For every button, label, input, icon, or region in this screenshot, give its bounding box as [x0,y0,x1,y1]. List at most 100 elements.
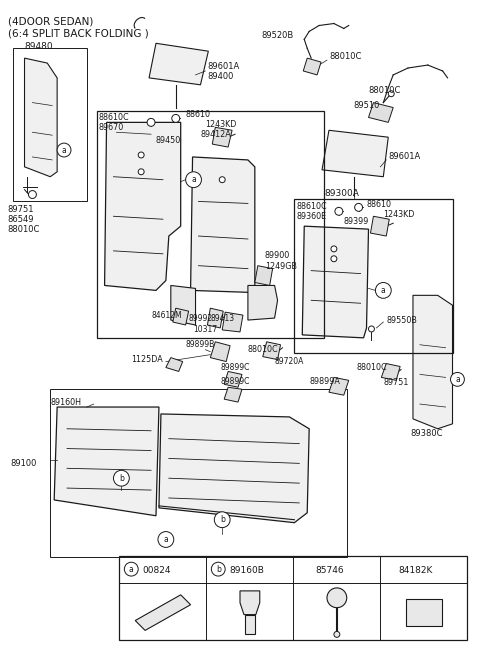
Circle shape [158,532,174,547]
Polygon shape [381,363,400,380]
Circle shape [388,91,394,97]
Polygon shape [135,595,191,630]
Text: 89380C: 89380C [410,429,443,438]
Circle shape [138,169,144,175]
Text: 89399: 89399 [344,217,369,226]
Polygon shape [222,312,243,332]
Polygon shape [303,58,321,75]
Text: a: a [381,286,386,295]
Text: 89400: 89400 [207,73,234,81]
Polygon shape [149,43,208,85]
Text: 86549: 86549 [8,215,34,224]
Bar [406,599,442,626]
Polygon shape [369,103,393,123]
Polygon shape [210,342,230,361]
Polygon shape [212,127,232,147]
Circle shape [172,114,180,123]
Text: 89160H: 89160H [50,398,81,406]
Text: b: b [119,474,124,483]
Text: 89450: 89450 [156,136,181,145]
Text: 89899A: 89899A [309,377,340,386]
Text: 89550B: 89550B [386,315,417,324]
Bar [12,48,87,201]
Circle shape [375,282,391,299]
Text: b: b [220,515,225,524]
Polygon shape [322,130,388,177]
Circle shape [327,588,347,607]
Polygon shape [191,157,255,293]
Polygon shape [105,123,180,290]
Text: 88010C: 88010C [329,52,361,60]
Text: 89601A: 89601A [207,62,240,71]
Text: (4DOOR SEDAN): (4DOOR SEDAN) [8,16,93,27]
Text: (6:4 SPLIT BACK FOLDING ): (6:4 SPLIT BACK FOLDING ) [8,29,148,38]
Text: 1125DA: 1125DA [131,355,163,364]
Polygon shape [171,286,195,325]
Bar [120,556,468,641]
Text: 88010C: 88010C [369,86,401,95]
Bar [50,389,347,557]
Circle shape [147,118,155,127]
Text: 1243KD: 1243KD [205,120,237,129]
Text: 89670: 89670 [99,123,124,132]
Text: a: a [191,175,196,184]
Polygon shape [371,216,389,236]
Text: 89900: 89900 [264,251,290,260]
Text: 89899B: 89899B [186,340,215,349]
Circle shape [113,471,129,486]
Text: 88610C: 88610C [296,202,327,211]
Circle shape [186,172,202,188]
Circle shape [219,177,225,182]
Text: 88610C: 88610C [99,113,129,122]
Circle shape [451,373,464,386]
Polygon shape [54,407,159,516]
Polygon shape [302,226,369,338]
Bar [96,110,324,338]
Circle shape [334,631,340,637]
Circle shape [214,512,230,528]
Circle shape [335,208,343,215]
Text: 10317: 10317 [193,325,217,334]
Text: 88010C: 88010C [248,345,278,354]
Text: 89100: 89100 [11,459,37,468]
Text: a: a [129,565,133,574]
Text: 89360E: 89360E [296,212,326,221]
Text: 00824: 00824 [142,566,171,574]
Circle shape [331,246,337,252]
Text: 85746: 85746 [315,566,344,574]
Polygon shape [263,342,280,360]
Text: 89720A: 89720A [275,357,304,366]
Circle shape [28,191,36,199]
Polygon shape [255,265,273,286]
Text: 89751: 89751 [384,378,408,387]
Circle shape [369,326,374,332]
Polygon shape [224,371,242,387]
Text: 89899C: 89899C [220,363,250,372]
Text: 89992: 89992 [189,313,213,323]
Text: 89160B: 89160B [229,566,264,574]
Polygon shape [245,615,255,634]
Text: 89601A: 89601A [388,153,420,162]
Polygon shape [248,286,277,320]
Text: 88610: 88610 [186,110,211,119]
Text: a: a [455,375,460,384]
Text: 89300A: 89300A [324,189,359,198]
Text: 84612M: 84612M [151,311,181,319]
Text: 89412A: 89412A [201,130,231,139]
Polygon shape [329,377,349,395]
Polygon shape [166,358,183,371]
Text: b: b [216,565,221,574]
Circle shape [211,562,225,576]
Text: 1249GB: 1249GB [264,262,297,271]
Circle shape [331,256,337,262]
Text: 88610: 88610 [367,200,392,209]
Text: a: a [62,145,66,154]
Circle shape [355,203,362,212]
Text: 89480: 89480 [24,42,53,51]
Polygon shape [413,295,453,429]
Text: 89510: 89510 [354,101,380,110]
Text: 88010C: 88010C [357,363,387,372]
Circle shape [138,152,144,158]
Polygon shape [159,414,309,522]
Text: 89520B: 89520B [262,31,294,40]
